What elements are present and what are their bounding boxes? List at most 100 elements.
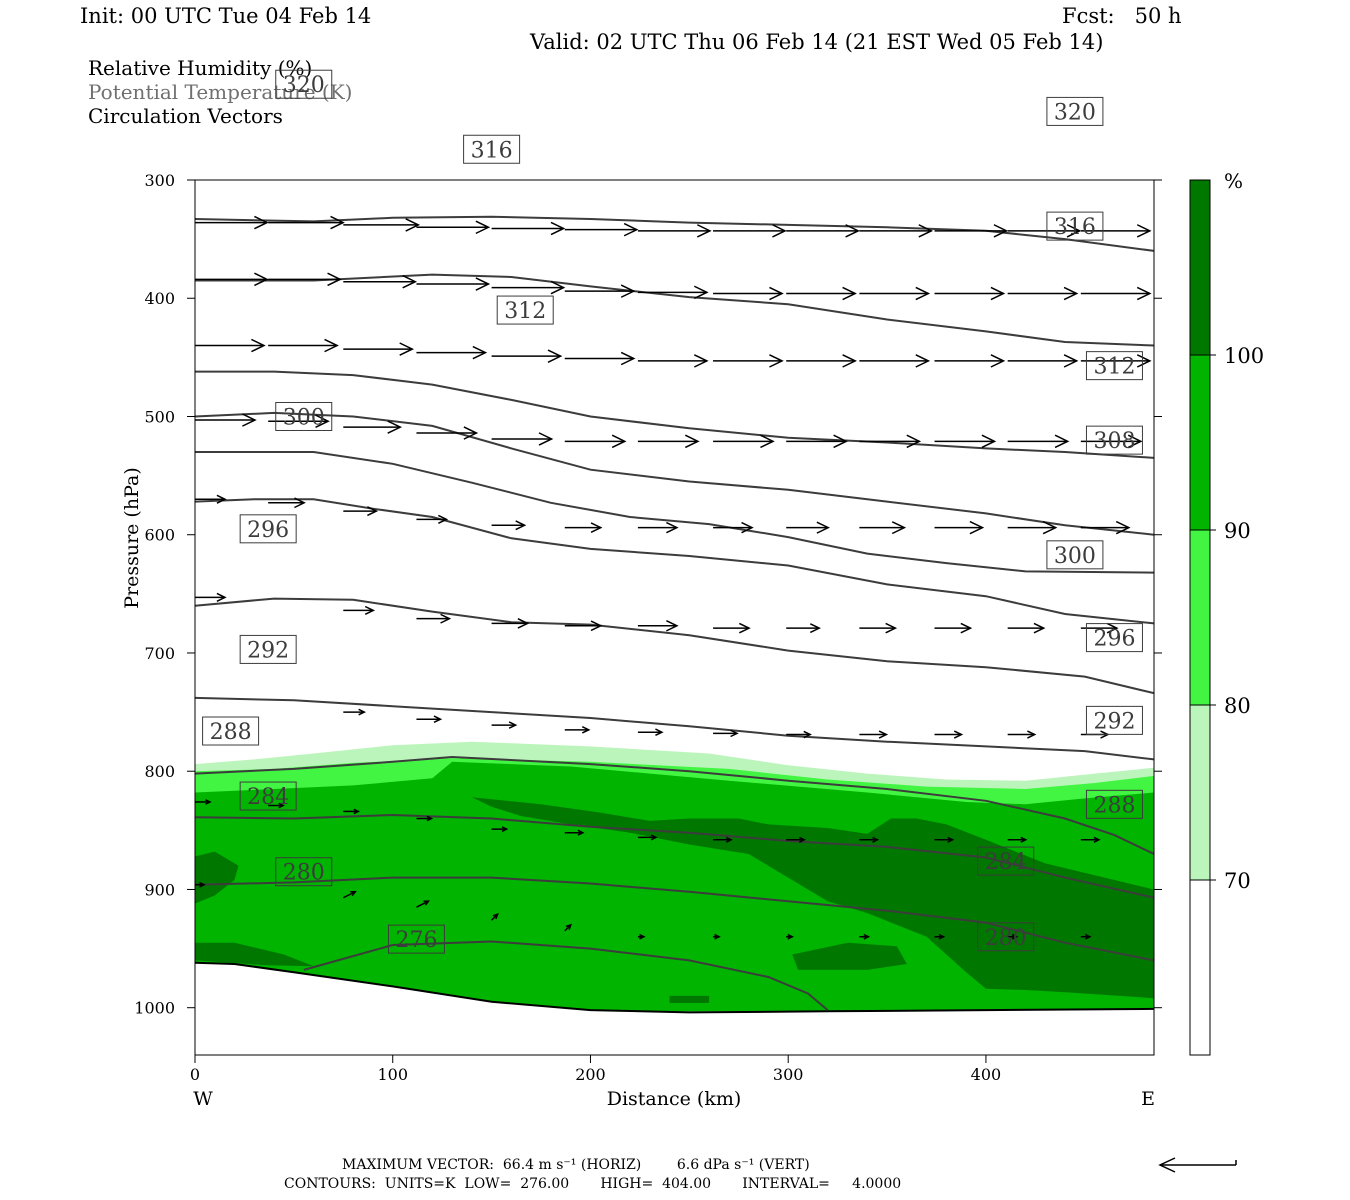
below-ground bbox=[195, 962, 1154, 1055]
vector-head bbox=[538, 432, 554, 446]
circulation-vector bbox=[637, 620, 679, 632]
vector-head bbox=[1027, 730, 1037, 739]
vector-head bbox=[693, 285, 709, 300]
vector-head bbox=[981, 434, 997, 449]
circulation-vector bbox=[859, 622, 898, 634]
circulation-vector bbox=[268, 338, 339, 353]
theta-label-text: 288 bbox=[210, 720, 252, 745]
circulation-vector bbox=[713, 521, 754, 534]
vector-head bbox=[405, 218, 421, 232]
theta-label-text: 312 bbox=[1093, 355, 1135, 380]
circulation-vector bbox=[934, 622, 973, 634]
theta-label-box bbox=[1046, 540, 1104, 570]
theta-label-box bbox=[387, 924, 445, 954]
vector-head bbox=[845, 224, 860, 238]
circulation-vector bbox=[1080, 434, 1143, 449]
vector-head bbox=[1042, 520, 1058, 535]
circulation-vector bbox=[786, 730, 812, 739]
colorbar-label: 100 bbox=[1224, 344, 1264, 368]
x-tick-label: 400 bbox=[971, 1065, 1002, 1084]
vector-head bbox=[358, 708, 367, 716]
vector-head bbox=[399, 342, 415, 356]
theta-label-288: 288 bbox=[1085, 789, 1143, 819]
vector-head bbox=[1063, 354, 1079, 368]
circulation-vector bbox=[195, 799, 212, 805]
circulation-vector bbox=[564, 522, 603, 534]
vector-head bbox=[842, 286, 857, 301]
colorbar-label: 70 bbox=[1224, 869, 1251, 893]
x-tick-label: 200 bbox=[575, 1065, 606, 1084]
vector-head bbox=[387, 420, 403, 434]
circulation-vector bbox=[934, 520, 985, 535]
vector-head bbox=[315, 414, 330, 428]
circulation-vector bbox=[637, 354, 709, 368]
vector-head bbox=[842, 354, 857, 368]
colorbar: 70 80 90 100% bbox=[1189, 169, 1264, 1056]
circulation-vector bbox=[786, 354, 857, 368]
axes-layer: 300 400 500 600 700 800 900 1000 0 100 200 300 400 bbox=[134, 171, 1162, 1084]
theta-label-text: 280 bbox=[283, 861, 325, 886]
vector-head bbox=[590, 522, 603, 534]
vector-head bbox=[501, 826, 509, 833]
circulation-vector bbox=[859, 836, 880, 843]
circulation-vector bbox=[416, 426, 479, 440]
vector-head bbox=[463, 426, 479, 440]
theta-label-text: 320 bbox=[1054, 100, 1096, 125]
theta-label-text: 316 bbox=[1054, 215, 1096, 240]
colorbar-segment bbox=[1189, 179, 1211, 356]
theta-label-layer: 276 280 280 284 284 288 288 292 292 296 296 300 300 3… bbox=[202, 69, 1143, 954]
theta-label-box bbox=[275, 401, 333, 431]
circulation-vector bbox=[195, 592, 227, 602]
colorbar-label: 80 bbox=[1224, 694, 1251, 718]
vector-head bbox=[475, 220, 491, 235]
theta-contour-296 bbox=[195, 597, 1154, 695]
vector-head bbox=[918, 224, 934, 238]
rh-fill-layer bbox=[195, 741, 1154, 1055]
vector-head bbox=[475, 277, 491, 291]
vector-head bbox=[891, 521, 907, 535]
circulation-vector bbox=[195, 338, 266, 353]
theta-label-text: 276 bbox=[395, 928, 437, 953]
theta-label-text: 316 bbox=[471, 138, 513, 163]
vector-head bbox=[216, 592, 227, 602]
colorbar-segment bbox=[1189, 704, 1211, 881]
x-tick-label: 100 bbox=[377, 1065, 408, 1084]
theta-label-text: 308 bbox=[1093, 429, 1135, 454]
theta-label-box bbox=[1046, 96, 1104, 126]
vector-head bbox=[620, 284, 636, 298]
theta-label-box bbox=[496, 295, 554, 325]
circulation-vector bbox=[859, 521, 907, 535]
theta-label-300: 300 bbox=[275, 401, 333, 431]
vector-head bbox=[787, 933, 794, 940]
circulation-vector bbox=[268, 215, 345, 230]
circulation-vector bbox=[195, 881, 206, 888]
circulation-vector bbox=[1080, 224, 1152, 238]
theta-label-box bbox=[239, 514, 297, 544]
vector-head bbox=[799, 836, 806, 843]
circulation-vector bbox=[491, 432, 554, 446]
theta-label-284: 284 bbox=[977, 846, 1035, 876]
theta-label-text: 300 bbox=[283, 405, 325, 430]
theta-label-text: 284 bbox=[985, 850, 1027, 875]
theta-label-text: 284 bbox=[247, 785, 289, 810]
circulation-vector bbox=[934, 224, 1009, 238]
theta-label-284: 284 bbox=[239, 781, 297, 811]
vector-head bbox=[990, 286, 1006, 301]
circulation-vector bbox=[637, 521, 679, 534]
vector-head bbox=[1085, 933, 1092, 940]
x-axis-west-label: W bbox=[193, 1088, 213, 1110]
circulation-vector bbox=[564, 923, 572, 932]
circulation-vector bbox=[343, 274, 418, 289]
theta-label-text: 296 bbox=[247, 518, 289, 543]
circulation-vector-layer bbox=[195, 215, 1152, 940]
rh-fill-100 bbox=[792, 942, 907, 970]
y-tick-label: 400 bbox=[144, 289, 175, 308]
vector-head bbox=[1106, 622, 1119, 634]
circulation-vector bbox=[713, 729, 739, 738]
vector-head bbox=[402, 274, 418, 289]
y-tick-label: 500 bbox=[144, 407, 175, 426]
circulation-vector bbox=[637, 933, 646, 940]
theta-contour-308 bbox=[195, 411, 1154, 536]
vector-head bbox=[517, 618, 530, 629]
plot-frame bbox=[194, 179, 1155, 1056]
